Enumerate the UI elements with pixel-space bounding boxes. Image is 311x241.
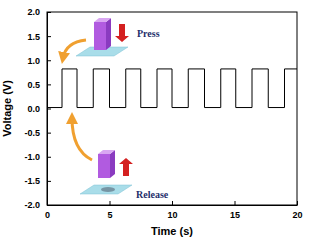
- x-axis-line: [48, 205, 298, 206]
- y-tick-mark: [47, 60, 51, 61]
- y-tick-mark: [47, 36, 51, 37]
- x-tick-mark: [297, 201, 298, 205]
- cube-side: [106, 18, 111, 50]
- force-arrow: [115, 24, 129, 42]
- y-tick-label: -1.0: [24, 152, 40, 162]
- annotation: Release: [136, 189, 169, 200]
- x-axis: 0 5 10 15 20: [45, 201, 303, 220]
- x-tick-label: 5: [107, 210, 112, 220]
- y-tick: 0.0: [27, 104, 51, 114]
- x-tick-label: 15: [230, 210, 240, 220]
- x-tick-label: 0: [45, 210, 50, 220]
- x-axis-title: Time (s): [151, 225, 193, 237]
- y-tick: 1.0: [27, 56, 51, 66]
- y-tick-mark: [47, 181, 51, 182]
- y-tick: -1.0: [24, 152, 51, 162]
- x-tick: 15: [230, 201, 240, 220]
- y-tick: -1.5: [24, 176, 51, 186]
- shadow: [101, 187, 115, 192]
- cube-front: [94, 22, 106, 50]
- y-tick-mark: [47, 133, 51, 134]
- y-tick: 1.5: [27, 32, 51, 42]
- x-tick: 10: [167, 201, 177, 220]
- x-tick-mark: [172, 201, 173, 205]
- y-tick-label: -1.5: [24, 176, 40, 186]
- y-tick-label: 0.0: [27, 104, 40, 114]
- x-tick-label: 20: [292, 210, 302, 220]
- device-icon: [76, 18, 128, 56]
- cube-top: [98, 150, 115, 154]
- pointer-arrow: [72, 118, 92, 160]
- cube-side: [110, 150, 115, 178]
- y-tick-label: -0.5: [24, 128, 40, 138]
- pointer-arrow: [63, 40, 86, 58]
- cube-top: [94, 18, 111, 22]
- y-tick-mark: [47, 84, 51, 85]
- y-axis-title: Voltage (V): [1, 80, 13, 137]
- chart: 0 5 10 15 20 -2.0 -1.5 -1.0 -0.5 0.0 0.5 1.0 1.5 2.0 T…: [0, 0, 311, 241]
- y-axis: -2.0 -1.5 -1.0 -0.5 0.0 0.5 1.0 1.5 2.0: [24, 7, 51, 210]
- x-tick-mark: [110, 201, 111, 205]
- y-tick-mark: [47, 157, 51, 158]
- x-tick-label: 10: [167, 210, 177, 220]
- y-tick: -0.5: [24, 128, 51, 138]
- force-arrow: [119, 158, 133, 176]
- illustrations: [63, 18, 133, 194]
- y-tick-label: 1.5: [27, 32, 40, 42]
- series-group: [47, 69, 297, 108]
- y-tick-label: 2.0: [27, 7, 40, 17]
- annotation: Press: [137, 28, 160, 39]
- y-tick-mark: [47, 109, 51, 110]
- y-tick: 2.0: [27, 7, 51, 17]
- y-tick: 0.5: [27, 80, 51, 90]
- x-tick-mark: [235, 201, 236, 205]
- voltage-line: [47, 69, 297, 108]
- y-tick: -2.0: [24, 200, 51, 210]
- cube-front: [98, 154, 110, 178]
- plot: 0 5 10 15 20 -2.0 -1.5 -1.0 -0.5 0.0 0.5 1.0 1.5 2.0: [24, 7, 302, 220]
- y-tick-label: 1.0: [27, 56, 40, 66]
- plot-frame: [47, 12, 297, 205]
- y-tick-label: -2.0: [24, 200, 40, 210]
- x-tick: 5: [107, 201, 112, 220]
- x-tick: 20: [292, 201, 302, 220]
- y-tick-mark: [47, 12, 51, 13]
- y-tick-label: 0.5: [27, 80, 40, 90]
- y-tick-mark: [47, 205, 51, 206]
- plate: [80, 185, 132, 194]
